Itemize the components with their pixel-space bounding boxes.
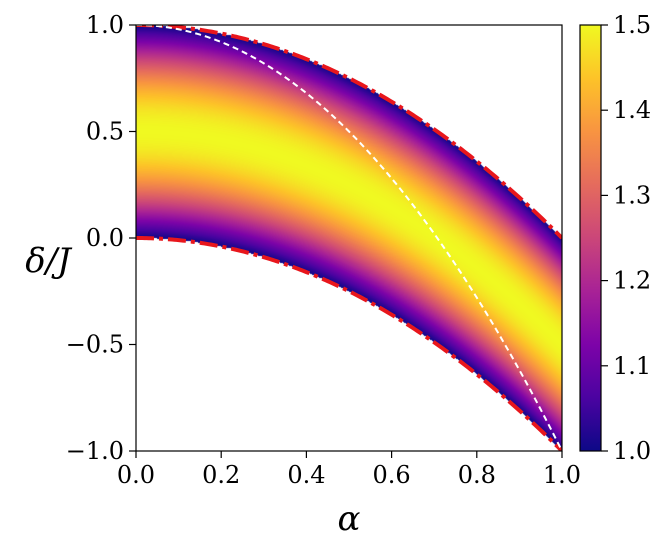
y-axis-label: δ/J	[25, 241, 73, 281]
y-tick-label: 1.0	[86, 11, 124, 39]
colorbar-frame	[579, 24, 602, 452]
colorbar-tick-label: 1.1	[613, 352, 651, 380]
x-tick-label: 0.4	[287, 461, 325, 489]
colorbar-tick-label: 1.3	[613, 181, 651, 209]
colorbar-tick-label: 1.4	[613, 96, 651, 124]
center-ridge-line	[136, 25, 562, 451]
heatmap-region	[136, 25, 562, 451]
x-tick-label: 1.0	[543, 461, 581, 489]
colorbar-ticks: 1.0 1.1 1.2 1.3 1.4 1.5	[601, 11, 651, 465]
colorbar-gradient	[580, 25, 601, 451]
x-tick-label: 0.0	[117, 461, 155, 489]
lower-boundary-line	[136, 236, 562, 451]
y-tick-label: −0.5	[66, 331, 124, 359]
upper-boundary-line	[136, 25, 562, 240]
y-axis: −1.0 −0.5 0.0 0.5 1.0	[66, 11, 136, 465]
colorbar-tick-label: 1.2	[613, 267, 651, 295]
y-tick-label: −1.0	[66, 437, 124, 465]
colorbar: 1.0 1.1 1.2 1.3 1.4 1.5	[579, 11, 651, 465]
heatmap-image	[136, 25, 562, 451]
y-tick-label: 0.5	[86, 118, 124, 146]
x-axis-label: α	[338, 499, 361, 539]
x-axis: 0.0 0.2 0.4 0.6 0.8 1.0	[117, 451, 581, 489]
x-tick-label: 0.8	[458, 461, 496, 489]
x-tick-label: 0.6	[373, 461, 411, 489]
colorbar-tick-label: 1.0	[613, 437, 651, 465]
y-tick-label: 0.0	[86, 224, 124, 252]
x-tick-label: 0.2	[202, 461, 240, 489]
colorbar-tick-label: 1.5	[613, 11, 651, 39]
